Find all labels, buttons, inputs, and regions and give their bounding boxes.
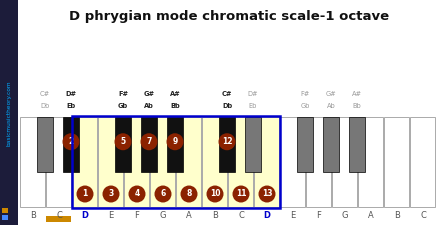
Bar bbox=[20, 117, 45, 207]
Bar bbox=[349, 117, 365, 172]
Text: C: C bbox=[420, 212, 426, 220]
Text: A: A bbox=[186, 212, 192, 220]
Bar bbox=[167, 117, 183, 172]
Text: A#: A# bbox=[352, 91, 362, 97]
Text: C#: C# bbox=[222, 91, 232, 97]
Text: D#: D# bbox=[248, 91, 258, 97]
Text: F#: F# bbox=[118, 91, 128, 97]
Circle shape bbox=[206, 185, 224, 202]
Bar bbox=[323, 117, 339, 172]
Bar bbox=[37, 117, 53, 172]
Text: Ab: Ab bbox=[144, 103, 154, 109]
Text: 8: 8 bbox=[186, 189, 192, 198]
Text: Gb: Gb bbox=[118, 103, 128, 109]
Bar bbox=[306, 117, 331, 207]
Text: 7: 7 bbox=[147, 137, 152, 146]
Text: 1: 1 bbox=[82, 189, 88, 198]
Text: 9: 9 bbox=[172, 137, 178, 146]
Text: D: D bbox=[264, 212, 271, 220]
Text: D phrygian mode chromatic scale-1 octave: D phrygian mode chromatic scale-1 octave bbox=[69, 10, 389, 23]
Bar bbox=[410, 117, 435, 207]
Bar bbox=[245, 117, 261, 172]
Bar bbox=[2, 208, 8, 213]
Circle shape bbox=[62, 133, 80, 150]
Text: basicmusictheory.com: basicmusictheory.com bbox=[7, 80, 11, 146]
Text: Db: Db bbox=[40, 103, 50, 109]
Text: Gb: Gb bbox=[301, 103, 310, 109]
Text: 11: 11 bbox=[236, 189, 246, 198]
Text: Db: Db bbox=[222, 103, 232, 109]
Text: Bb: Bb bbox=[170, 103, 180, 109]
Bar bbox=[358, 117, 383, 207]
Text: G: G bbox=[342, 212, 348, 220]
Bar bbox=[72, 117, 97, 207]
Bar bbox=[46, 216, 71, 222]
Text: 4: 4 bbox=[134, 189, 139, 198]
Bar bbox=[202, 117, 227, 207]
Bar bbox=[2, 215, 8, 220]
Text: 13: 13 bbox=[262, 189, 272, 198]
Text: B: B bbox=[212, 212, 218, 220]
Circle shape bbox=[180, 185, 198, 202]
Text: E: E bbox=[108, 212, 114, 220]
Circle shape bbox=[114, 133, 132, 150]
Text: C: C bbox=[238, 212, 244, 220]
Circle shape bbox=[219, 133, 235, 150]
Bar bbox=[124, 117, 149, 207]
Text: A: A bbox=[368, 212, 374, 220]
Circle shape bbox=[166, 133, 183, 150]
Bar bbox=[72, 116, 280, 208]
Bar bbox=[141, 117, 157, 172]
Bar bbox=[115, 117, 131, 172]
Bar bbox=[228, 117, 253, 207]
Text: 12: 12 bbox=[222, 137, 232, 146]
Bar bbox=[176, 117, 201, 207]
Circle shape bbox=[232, 185, 249, 202]
Bar bbox=[332, 117, 357, 207]
Text: Ab: Ab bbox=[326, 103, 335, 109]
Circle shape bbox=[103, 185, 120, 202]
Bar bbox=[384, 117, 409, 207]
Text: 3: 3 bbox=[108, 189, 114, 198]
Bar bbox=[150, 117, 175, 207]
Text: G#: G# bbox=[326, 91, 336, 97]
Text: B: B bbox=[394, 212, 400, 220]
Text: C: C bbox=[56, 212, 62, 220]
Circle shape bbox=[154, 185, 172, 202]
Bar bbox=[297, 117, 313, 172]
Bar bbox=[0, 0, 18, 225]
Text: D: D bbox=[81, 212, 88, 220]
Text: Bb: Bb bbox=[352, 103, 361, 109]
Text: Eb: Eb bbox=[66, 103, 76, 109]
Text: B: B bbox=[30, 212, 36, 220]
Text: G#: G# bbox=[143, 91, 154, 97]
Text: Eb: Eb bbox=[249, 103, 257, 109]
Circle shape bbox=[259, 185, 275, 202]
Circle shape bbox=[140, 133, 158, 150]
Bar bbox=[63, 117, 79, 172]
Text: 2: 2 bbox=[68, 137, 73, 146]
Text: F: F bbox=[316, 212, 322, 220]
Text: F: F bbox=[135, 212, 139, 220]
Text: D#: D# bbox=[66, 91, 77, 97]
Text: 6: 6 bbox=[160, 189, 165, 198]
Text: A#: A# bbox=[170, 91, 180, 97]
Circle shape bbox=[77, 185, 93, 202]
Bar bbox=[219, 117, 235, 172]
Bar bbox=[254, 117, 279, 207]
Text: C#: C# bbox=[40, 91, 50, 97]
Bar bbox=[98, 117, 123, 207]
Text: G: G bbox=[160, 212, 166, 220]
Text: E: E bbox=[290, 212, 296, 220]
Circle shape bbox=[128, 185, 146, 202]
Text: F#: F# bbox=[301, 91, 310, 97]
Bar bbox=[280, 117, 305, 207]
Text: 10: 10 bbox=[210, 189, 220, 198]
Text: 5: 5 bbox=[121, 137, 125, 146]
Bar bbox=[46, 117, 71, 207]
